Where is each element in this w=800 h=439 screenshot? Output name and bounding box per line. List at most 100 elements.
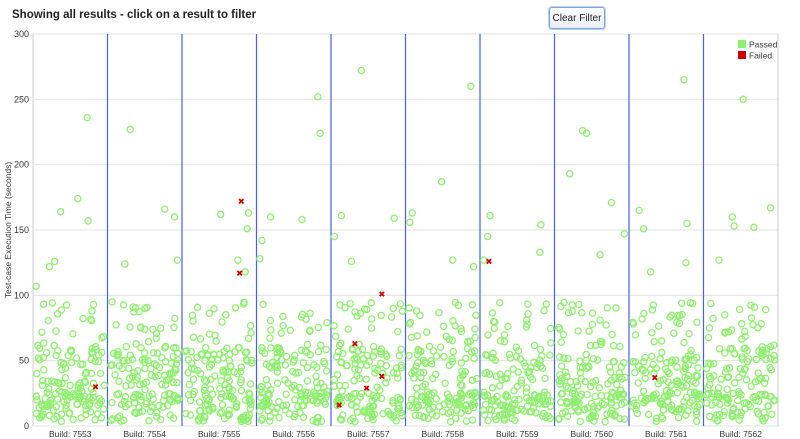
passed-point[interactable] <box>692 408 701 416</box>
passed-point[interactable] <box>480 388 488 397</box>
passed-point[interactable] <box>398 411 406 420</box>
passed-point[interactable] <box>490 324 498 333</box>
passed-point[interactable] <box>205 395 213 404</box>
passed-point[interactable] <box>541 374 549 383</box>
passed-point[interactable] <box>607 398 616 407</box>
passed-point[interactable] <box>469 403 478 412</box>
passed-point[interactable] <box>227 362 235 370</box>
passed-point[interactable] <box>515 395 523 404</box>
passed-point[interactable] <box>648 328 656 337</box>
passed-point[interactable] <box>461 368 470 376</box>
passed-point[interactable] <box>56 207 65 216</box>
passed-point[interactable] <box>260 397 269 406</box>
passed-point[interactable] <box>589 378 597 387</box>
passed-point[interactable] <box>386 410 394 418</box>
passed-point[interactable] <box>671 356 680 364</box>
passed-point[interactable] <box>237 363 246 372</box>
passed-point[interactable] <box>125 374 134 383</box>
passed-point[interactable] <box>316 129 324 138</box>
passed-point[interactable] <box>612 304 620 312</box>
passed-point[interactable] <box>76 384 85 392</box>
passed-point[interactable] <box>357 389 366 398</box>
passed-point[interactable] <box>656 355 664 363</box>
passed-point[interactable] <box>446 408 455 416</box>
passed-point[interactable] <box>189 333 198 341</box>
passed-point[interactable] <box>358 345 367 354</box>
passed-point[interactable] <box>346 299 354 308</box>
failed-point[interactable] <box>486 258 492 265</box>
passed-point[interactable] <box>563 372 571 381</box>
passed-point[interactable] <box>181 409 190 418</box>
passed-point[interactable] <box>613 380 621 389</box>
passed-point[interactable] <box>108 298 116 306</box>
passed-point[interactable] <box>688 396 697 405</box>
passed-point[interactable] <box>166 389 174 398</box>
passed-point[interactable] <box>664 392 672 400</box>
passed-point[interactable] <box>674 379 683 387</box>
passed-point[interactable] <box>546 414 554 422</box>
passed-point[interactable] <box>232 402 240 411</box>
passed-point[interactable] <box>631 368 639 377</box>
passed-point[interactable] <box>144 337 153 346</box>
passed-point[interactable] <box>520 359 528 367</box>
passed-point[interactable] <box>503 374 511 383</box>
passed-point[interactable] <box>673 388 682 397</box>
passed-point[interactable] <box>727 326 736 334</box>
passed-point[interactable] <box>87 316 96 325</box>
passed-point[interactable] <box>360 408 369 416</box>
passed-point[interactable] <box>530 358 538 366</box>
passed-point[interactable] <box>150 360 159 368</box>
passed-point[interactable] <box>755 347 763 356</box>
passed-point[interactable] <box>244 209 253 217</box>
passed-point[interactable] <box>347 257 356 266</box>
passed-point[interactable] <box>140 349 149 357</box>
passed-point[interactable] <box>218 408 226 416</box>
passed-point[interactable] <box>336 415 345 423</box>
passed-point[interactable] <box>279 312 287 321</box>
passed-point[interactable] <box>686 398 694 407</box>
passed-point[interactable] <box>513 382 521 391</box>
passed-point[interactable] <box>141 385 149 394</box>
passed-point[interactable] <box>728 213 737 221</box>
passed-point[interactable] <box>323 391 331 399</box>
passed-point[interactable] <box>441 379 449 388</box>
passed-point[interactable] <box>81 401 90 410</box>
passed-point[interactable] <box>710 359 718 368</box>
passed-point[interactable] <box>248 359 256 367</box>
passed-point[interactable] <box>568 389 577 397</box>
passed-point[interactable] <box>471 333 479 342</box>
passed-point[interactable] <box>512 343 521 351</box>
passed-point[interactable] <box>256 254 264 263</box>
passed-point[interactable] <box>596 316 604 324</box>
passed-point[interactable] <box>387 313 396 321</box>
passed-point[interactable] <box>566 377 575 386</box>
passed-point[interactable] <box>50 341 58 350</box>
passed-point[interactable] <box>312 378 321 387</box>
passed-point[interactable] <box>189 375 198 384</box>
passed-point[interactable] <box>377 350 386 358</box>
passed-point[interactable] <box>299 401 308 410</box>
passed-point[interactable] <box>538 352 546 360</box>
passed-point[interactable] <box>461 405 469 413</box>
passed-point[interactable] <box>761 414 769 422</box>
passed-point[interactable] <box>73 194 82 203</box>
passed-point[interactable] <box>337 358 346 366</box>
passed-point[interactable] <box>314 323 323 332</box>
passed-point[interactable] <box>412 307 421 315</box>
passed-point[interactable] <box>281 406 290 414</box>
passed-point[interactable] <box>457 359 466 367</box>
passed-point[interactable] <box>610 373 619 382</box>
passed-point[interactable] <box>127 381 135 389</box>
passed-point[interactable] <box>347 394 356 402</box>
passed-point[interactable] <box>448 354 456 363</box>
passed-point[interactable] <box>354 366 363 374</box>
passed-point[interactable] <box>273 404 281 413</box>
passed-point[interactable] <box>38 328 46 336</box>
passed-point[interactable] <box>560 298 568 307</box>
passed-point[interactable] <box>290 413 299 421</box>
passed-point[interactable] <box>654 322 663 330</box>
passed-point[interactable] <box>222 311 230 319</box>
passed-point[interactable] <box>58 379 66 388</box>
passed-point[interactable] <box>455 399 463 407</box>
passed-point[interactable] <box>240 413 248 421</box>
